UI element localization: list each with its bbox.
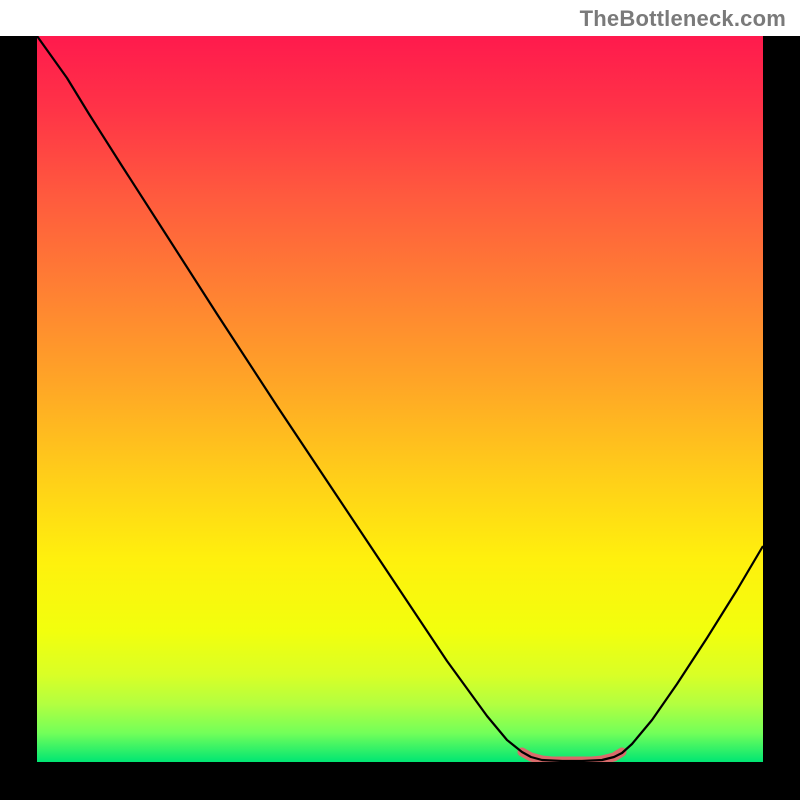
bottleneck-curve: [37, 36, 763, 761]
plot-region: [0, 36, 800, 800]
header-strip: TheBottleneck.com: [0, 0, 800, 36]
watermark-text: TheBottleneck.com: [580, 6, 786, 32]
curve-overlay: [37, 36, 763, 762]
gradient-plot: [37, 36, 763, 762]
chart-frame: TheBottleneck.com: [0, 0, 800, 800]
